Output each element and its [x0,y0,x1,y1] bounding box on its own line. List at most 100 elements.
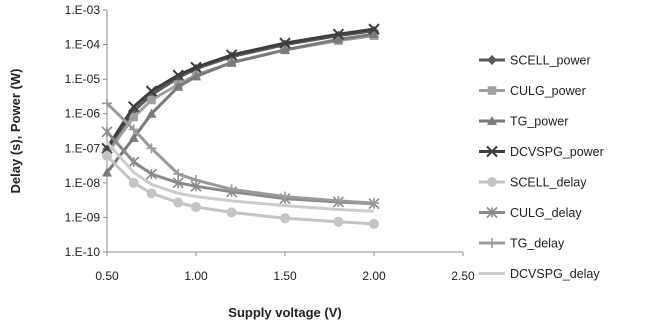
y-tick-label: 1.E-03 [65,3,101,17]
legend-marker [487,86,497,95]
y-tick-label: 1.E-07 [65,141,101,155]
series-SCELL_delay [102,150,379,229]
legend-label: DCVSPG_power [510,145,604,159]
legend-marker [487,116,497,125]
data-point [145,168,158,180]
marker-stroke [368,23,380,35]
x-tick-label: 1.00 [184,269,208,283]
legend-label: SCELL_delay [510,176,587,190]
series-line [105,27,375,150]
marker-stroke [145,85,158,97]
data-point [102,150,112,161]
legend-item: SCELL_delay [479,176,587,190]
legend-marker [487,177,497,187]
marker-stroke [225,49,238,61]
legend-label: DCVSPG_delay [510,267,600,281]
data-point [173,169,184,180]
data-point [333,34,344,44]
y-tick-label: 1.E-10 [65,245,101,259]
series-TG_power [102,29,379,177]
data-point [369,218,379,229]
y-tick-label: 1.E-05 [65,72,101,86]
data-point [368,23,380,35]
data-point [146,143,157,154]
data-point [333,216,344,227]
legend-item: CULG_delay [479,206,582,220]
data-point [191,175,201,186]
legend-item: TG_delay [479,237,565,251]
data-point [332,28,345,40]
marker-stroke [332,28,345,40]
x-tick-label: 0.50 [95,269,119,283]
legend-label: CULG_power [510,84,586,98]
y-tick-label: 1.E-08 [65,176,101,190]
legend-label: TG_delay [510,237,565,251]
legend-item: SCELL_power [479,54,591,68]
marker-stroke [127,100,140,113]
marker-stroke [172,69,184,81]
y-tick-label: 1.E-04 [65,38,101,52]
data-point [128,177,139,188]
data-point [147,95,156,105]
data-point [191,71,201,81]
data-point [172,177,184,189]
x-tick-label: 1.50 [273,269,297,283]
legend-label: SCELL_power [510,54,591,68]
series-layer [101,23,380,229]
data-point [280,191,290,202]
data-point [369,29,379,39]
legend-marker [486,145,498,158]
data-point [279,37,291,49]
legend: SCELL_power CULG_power TG_power DCVSPG_powe… [479,54,604,281]
data-point [190,61,202,74]
data-point [145,85,158,97]
data-point [173,197,184,208]
y-axis-title: Delay (s), Power (W) [8,69,23,194]
data-point [280,213,290,224]
legend-item: TG_power [479,115,568,129]
legend-label: TG_power [510,115,568,129]
data-point [191,202,201,213]
data-point [280,44,290,54]
data-point [102,167,112,177]
data-point [146,188,157,199]
data-point [128,124,139,135]
y-tick-label: 1.E-09 [65,210,101,224]
data-point [172,69,184,81]
series-SCELL_power [102,25,379,155]
y-axis-ticks: 1.E-10 1.E-09 1.E-08 1.E-07 1.E-06 1.E-05 1.E-… [65,3,107,259]
legend-marker [487,55,497,65]
legend-label: CULG_delay [510,206,582,220]
data-point [146,108,157,118]
legend-marker [486,206,498,219]
data-point [226,184,237,195]
data-point [102,98,112,109]
x-axis-ticks: 0.50 1.00 1.50 2.00 2.50 [95,252,475,283]
x-tick-label: 2.00 [362,269,386,283]
marker-stroke [279,37,291,49]
legend-item: CULG_power [479,84,586,98]
data-point [128,156,140,168]
series-DCVSPG_delay [105,141,375,213]
data-point [226,57,237,67]
data-point [128,132,139,142]
marker-stroke [190,61,202,74]
data-point [333,195,344,206]
y-tick-label: 1.E-06 [65,107,101,121]
x-axis-title: Supply voltage (V) [228,305,341,320]
data-point [173,81,184,91]
legend-item: DCVSPG_delay [479,267,600,281]
series-TG_delay [102,98,379,209]
legend-marker [487,238,497,248]
data-point [226,207,237,218]
data-point [101,126,113,138]
data-point [225,49,238,61]
marker-stroke [486,145,498,158]
data-point [369,198,379,209]
x-tick-label: 2.50 [451,269,475,283]
series-line [105,141,375,213]
series-line [105,29,375,151]
data-point [129,112,138,122]
